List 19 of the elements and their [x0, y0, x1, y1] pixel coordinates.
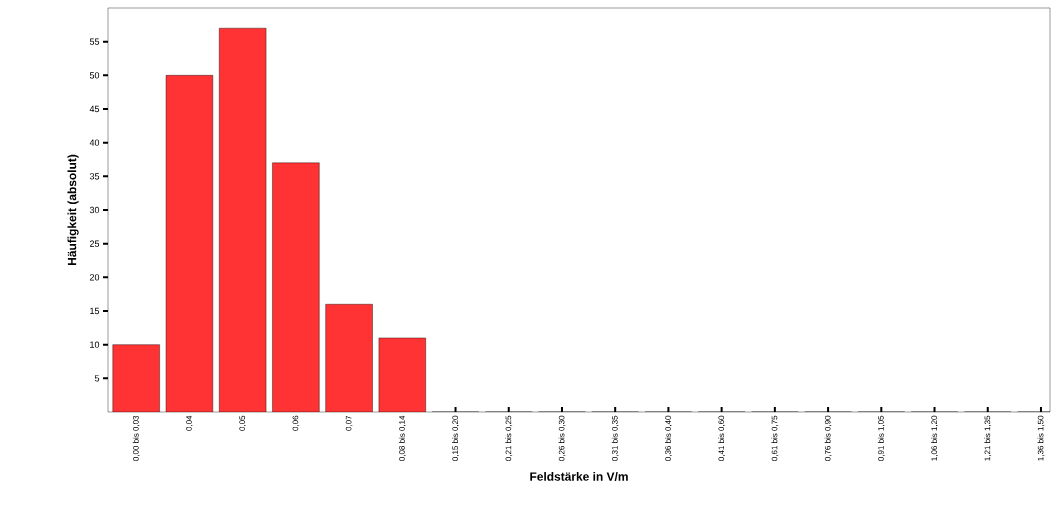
bar [112, 344, 160, 412]
y-tick-label: 15 [90, 307, 100, 315]
y-tick-label: 55 [89, 38, 100, 45]
bar [219, 28, 267, 412]
y-tick-label: 45 [89, 105, 100, 113]
bar [272, 162, 320, 412]
y-tick-label: 40 [89, 139, 100, 146]
y-tick-label: 20 [89, 274, 100, 281]
bar [325, 304, 373, 412]
y-tick-label: 35 [89, 173, 100, 180]
y-tick-label: 25 [89, 240, 100, 247]
y-tick-label: 5 [94, 375, 100, 382]
x-axis-title: Feldstärke in V/m [530, 472, 628, 481]
bar [378, 337, 426, 412]
y-axis-title: Häufigkeit (absolut) [67, 154, 79, 265]
y-tick-label: 50 [89, 72, 100, 79]
y-tick-label: 10 [90, 341, 100, 348]
y-tick-label: 30 [89, 206, 100, 214]
bar [166, 75, 213, 412]
